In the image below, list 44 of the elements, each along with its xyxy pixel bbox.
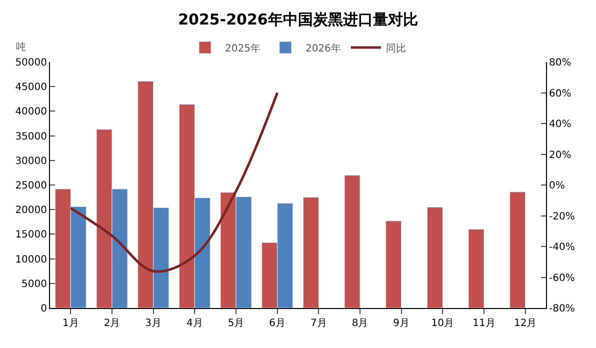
y-tick-label: 50000 — [15, 58, 47, 68]
x-tick-label: 4月 — [186, 318, 203, 329]
y2-tick-label: -60% — [549, 272, 575, 284]
y2-tick-label: 60% — [549, 88, 572, 100]
y-tick-label: 10000 — [15, 254, 47, 266]
x-tick-label: 9月 — [393, 318, 410, 329]
x-tick-label: 3月 — [145, 318, 162, 329]
legend-label: 同比 — [386, 42, 406, 54]
bar — [426, 206, 443, 308]
y2-tick-label: 0% — [549, 180, 565, 192]
y-tick-label: 15000 — [15, 230, 47, 241]
y2-tick-label: 80% — [549, 58, 572, 68]
line-series — [69, 92, 279, 273]
y2-tick-label: -40% — [549, 242, 575, 253]
y-tick-label: 45000 — [15, 82, 47, 94]
y-tick-label: 40000 — [15, 106, 47, 118]
bar — [302, 197, 319, 308]
y2-tick-label: -20% — [549, 211, 575, 222]
bar — [344, 174, 360, 308]
chart-title: 2025-2026年中国炭黑进口量对比 — [178, 10, 418, 28]
x-tick-label: 5月 — [228, 318, 244, 329]
x-tick-label: 11月 — [472, 318, 496, 329]
x-tick-label: 6月 — [269, 318, 286, 329]
x-tick-label: 10月 — [431, 318, 454, 329]
x-tick-label: 2月 — [104, 318, 120, 329]
legend-label: 2025年 — [225, 42, 260, 54]
bar — [386, 220, 402, 308]
y-tick-label: 5000 — [22, 278, 47, 290]
bar — [468, 229, 484, 308]
y-axis-title: 吨 — [16, 41, 26, 53]
x-tick-label: 8月 — [352, 318, 368, 329]
y-tick-label: 25000 — [15, 180, 47, 192]
legend-label: 2026年 — [305, 42, 341, 54]
x-tick-label: 7月 — [310, 318, 327, 329]
y2-tick-label: 20% — [549, 150, 572, 161]
y-tick-label: 0 — [40, 304, 47, 314]
x-tick-label: 12月 — [514, 318, 537, 329]
y2-tick-label: 40% — [549, 119, 572, 130]
bar — [510, 192, 526, 308]
y-tick-label: 35000 — [15, 131, 47, 142]
y-tick-label: 30000 — [15, 156, 47, 167]
y-tick-label: 20000 — [15, 205, 47, 216]
y2-tick-label: -80% — [549, 304, 575, 314]
x-tick-label: 1月 — [62, 318, 79, 329]
